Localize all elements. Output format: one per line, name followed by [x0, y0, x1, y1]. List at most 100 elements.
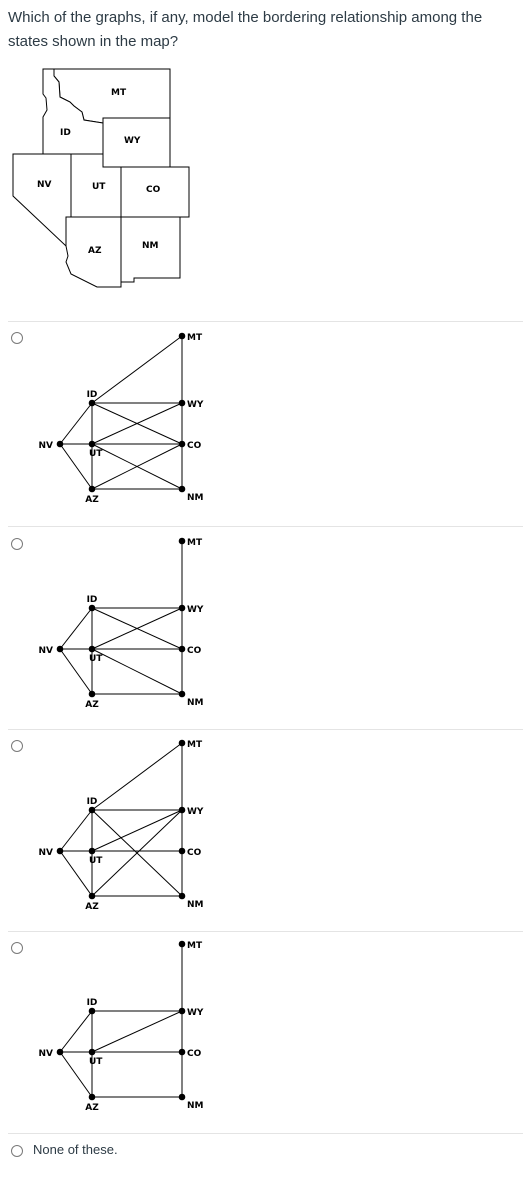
vertex-label-nv: NV — [39, 1049, 54, 1059]
vertex-nv — [56, 440, 64, 448]
map-label-nv: NV — [37, 180, 52, 190]
vertex-az — [88, 892, 96, 900]
vertex-nm — [178, 690, 186, 698]
map-label-az: AZ — [88, 246, 102, 256]
vertex-id — [88, 1007, 96, 1015]
vertex-mt — [178, 332, 186, 340]
edge-nv-az — [59, 443, 93, 490]
map-state-nm — [120, 216, 181, 283]
vertex-wy — [178, 604, 186, 612]
vertex-label-wy: WY — [187, 1008, 204, 1018]
vertex-co — [178, 645, 186, 653]
vertex-az — [88, 485, 96, 493]
option-divider — [8, 1133, 523, 1134]
map-label-mt: MT — [111, 88, 127, 98]
vertex-label-mt: MT — [187, 333, 203, 343]
vertex-mt — [178, 940, 186, 948]
vertex-mt — [178, 739, 186, 747]
vertex-label-co: CO — [187, 441, 202, 451]
option-1-radio[interactable] — [11, 332, 23, 344]
states-map: MT ID WY NV UT CO AZ NM — [12, 68, 190, 288]
vertex-co — [178, 847, 186, 855]
vertex-label-co: CO — [187, 848, 202, 858]
option-none-label[interactable]: None of these. — [33, 1142, 118, 1157]
vertex-label-wy: WY — [187, 807, 204, 817]
option-divider — [8, 931, 523, 932]
vertex-nm — [178, 485, 186, 493]
vertex-label-ut: UT — [89, 856, 103, 866]
vertex-nm — [178, 892, 186, 900]
map-label-co: CO — [146, 185, 161, 195]
vertex-label-az: AZ — [85, 1103, 99, 1113]
vertex-label-mt: MT — [187, 941, 203, 951]
question-text: Which of the graphs, if any, model the b… — [8, 9, 483, 50]
vertex-label-id: ID — [87, 998, 98, 1008]
edge-ut-wy — [91, 402, 183, 445]
vertex-nv — [56, 1048, 64, 1056]
edge-nv-az — [59, 1051, 93, 1098]
edge-nv-id — [59, 1010, 93, 1053]
vertex-label-nv: NV — [39, 441, 54, 451]
vertex-label-nv: NV — [39, 646, 54, 656]
vertex-id — [88, 399, 96, 407]
vertex-label-nm: NM — [187, 900, 204, 910]
vertex-ut — [88, 1048, 96, 1056]
vertex-label-co: CO — [187, 646, 202, 656]
vertex-mt — [178, 537, 186, 545]
vertex-ut — [88, 645, 96, 653]
vertex-label-id: ID — [87, 797, 98, 807]
edge-ut-wy — [91, 1010, 183, 1053]
vertex-label-nm: NM — [187, 493, 204, 503]
option-divider — [8, 729, 523, 730]
edge-nv-az — [59, 850, 93, 897]
map-label-nm: NM — [142, 241, 159, 251]
vertex-az — [88, 690, 96, 698]
edge-ut-wy — [91, 607, 183, 650]
option-2-graph[interactable]: MT ID WY NV UT CO AZ NM — [0, 537, 526, 711]
vertex-nv — [56, 847, 64, 855]
edge-nv-az — [59, 648, 93, 695]
vertex-co — [178, 1048, 186, 1056]
map-label-wy: WY — [124, 136, 141, 146]
map-state-wy — [102, 117, 171, 168]
map-state-nv — [12, 153, 72, 248]
vertex-id — [88, 806, 96, 814]
vertex-co — [178, 440, 186, 448]
option-3-graph[interactable]: MT ID WY NV UT CO AZ NM — [0, 739, 526, 913]
option-4-graph[interactable]: MT ID WY NV UT CO AZ NM — [0, 940, 526, 1114]
option-divider — [8, 321, 523, 322]
vertex-ut — [88, 440, 96, 448]
vertex-label-ut: UT — [89, 654, 103, 664]
vertex-label-mt: MT — [187, 740, 203, 750]
vertex-label-az: AZ — [85, 700, 99, 710]
vertex-label-nm: NM — [187, 698, 204, 708]
map-label-id: ID — [60, 128, 71, 138]
option-3-radio[interactable] — [11, 740, 23, 752]
vertex-label-mt: MT — [187, 538, 203, 548]
vertex-label-az: AZ — [85, 902, 99, 912]
edge-nv-id — [59, 402, 93, 445]
vertex-az — [88, 1093, 96, 1101]
edge-mt-id — [91, 742, 183, 811]
edge-az-wy — [91, 809, 183, 897]
vertex-label-wy: WY — [187, 605, 204, 615]
vertex-label-wy: WY — [187, 400, 204, 410]
edge-az-co — [91, 443, 183, 490]
map-state-id — [42, 68, 104, 155]
vertex-wy — [178, 399, 186, 407]
option-none-radio[interactable] — [11, 1145, 23, 1157]
map-label-ut: UT — [92, 182, 106, 192]
option-1-graph[interactable]: MT ID WY NV UT CO AZ NM — [0, 332, 526, 506]
edge-mt-id — [91, 335, 183, 404]
vertex-label-nv: NV — [39, 848, 54, 858]
vertex-ut — [88, 847, 96, 855]
vertex-label-id: ID — [87, 390, 98, 400]
edge-ut-nm — [91, 648, 183, 695]
vertex-label-id: ID — [87, 595, 98, 605]
option-4-radio[interactable] — [11, 942, 23, 954]
vertex-nv — [56, 645, 64, 653]
option-divider — [8, 526, 523, 527]
edge-nv-id — [59, 809, 93, 852]
vertex-label-az: AZ — [85, 495, 99, 505]
option-2-radio[interactable] — [11, 538, 23, 550]
